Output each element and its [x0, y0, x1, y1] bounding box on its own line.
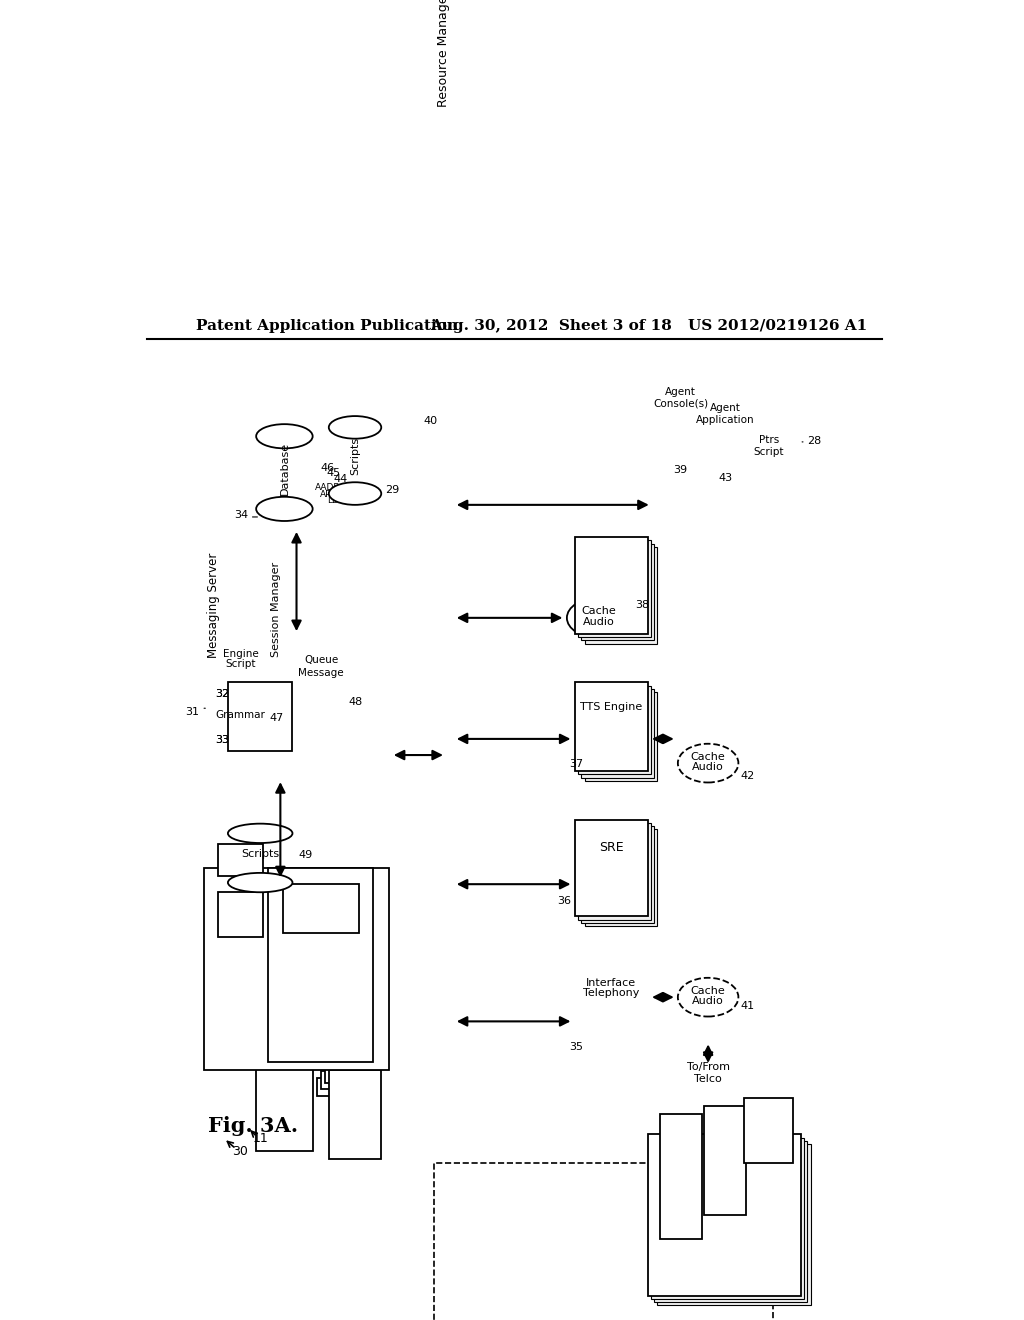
Bar	[579, 822, 651, 920]
Text: 45: 45	[327, 467, 341, 478]
Ellipse shape	[678, 743, 738, 783]
Text: 49: 49	[299, 850, 313, 859]
Text: 32: 32	[215, 689, 229, 698]
Text: Script: Script	[225, 659, 256, 669]
Text: Queue: Queue	[304, 655, 338, 665]
Text: Cache: Cache	[691, 986, 725, 995]
Ellipse shape	[678, 978, 738, 1016]
Text: Aug. 30, 2012  Sheet 3 of 18: Aug. 30, 2012 Sheet 3 of 18	[430, 318, 672, 333]
Ellipse shape	[567, 598, 632, 638]
Text: Message: Message	[298, 668, 344, 677]
Text: 46: 46	[321, 463, 335, 473]
Text: TTS Engine: TTS Engine	[581, 702, 642, 711]
Text: 37: 37	[569, 759, 584, 770]
Text: Scripts: Scripts	[241, 849, 280, 859]
Bar	[657, 1144, 811, 1305]
Ellipse shape	[329, 482, 381, 504]
Text: Patent Application Publication: Patent Application Publication	[196, 318, 458, 333]
Bar	[651, 1138, 804, 1299]
Bar	[744, 1098, 793, 1163]
Ellipse shape	[329, 416, 381, 438]
Text: 43: 43	[718, 473, 732, 483]
Bar	[582, 689, 654, 777]
Text: 40: 40	[424, 416, 437, 426]
Ellipse shape	[228, 824, 293, 843]
Bar	[654, 1140, 807, 1303]
Bar	[329, 1069, 381, 1159]
Text: Cache: Cache	[691, 751, 725, 762]
Bar	[579, 685, 651, 775]
Text: Grammar: Grammar	[215, 710, 265, 719]
Text: US 2012/0219126 A1: US 2012/0219126 A1	[688, 318, 867, 333]
Bar	[218, 843, 262, 876]
Bar	[582, 826, 654, 923]
Text: Telco: Telco	[694, 1074, 722, 1084]
Text: 44: 44	[334, 474, 348, 484]
Text: 39: 39	[674, 465, 688, 475]
Text: Audio: Audio	[692, 997, 724, 1006]
Bar	[574, 820, 647, 916]
Text: Audio: Audio	[584, 616, 615, 627]
Bar	[321, 1072, 343, 1089]
Text: 34: 34	[233, 510, 248, 520]
Text: Database: Database	[280, 442, 290, 495]
Text: 31: 31	[185, 706, 200, 717]
Text: Audio: Audio	[692, 762, 724, 772]
Text: Agent
Application: Agent Application	[695, 403, 755, 425]
Text: Fig. 3A.: Fig. 3A.	[208, 1117, 298, 1137]
Bar	[283, 884, 359, 933]
Text: 30: 30	[232, 1144, 248, 1158]
Text: Agent
Console(s): Agent Console(s)	[653, 387, 709, 409]
Text: 32: 32	[215, 689, 229, 698]
Text: AADB: AADB	[315, 483, 341, 492]
Bar	[325, 1065, 347, 1082]
Ellipse shape	[256, 424, 312, 449]
Text: 41: 41	[740, 1002, 755, 1011]
Text: Messaging Server: Messaging Server	[207, 553, 220, 659]
Bar	[579, 540, 651, 638]
Bar	[705, 1106, 746, 1216]
Text: 48: 48	[348, 697, 362, 708]
Bar	[585, 829, 657, 927]
Text: Scripts: Scripts	[350, 437, 360, 475]
Text: Engine: Engine	[222, 648, 258, 659]
Text: Ptrs: Ptrs	[759, 436, 779, 445]
Text: 11: 11	[252, 1133, 268, 1146]
Text: SRE: SRE	[599, 841, 624, 854]
Text: 29: 29	[385, 484, 399, 495]
Text: Session Manager: Session Manager	[271, 562, 282, 657]
Bar	[204, 869, 389, 1069]
Text: 38: 38	[636, 601, 649, 610]
Text: Script: Script	[754, 447, 784, 458]
Text: 33: 33	[215, 735, 229, 744]
Text: 28: 28	[807, 437, 821, 446]
Bar	[582, 544, 654, 640]
Text: 36: 36	[557, 896, 571, 907]
Ellipse shape	[228, 873, 293, 892]
Bar	[218, 892, 262, 937]
Bar	[316, 1078, 339, 1096]
Bar	[647, 1134, 801, 1296]
Bar	[574, 682, 647, 771]
Bar	[659, 1114, 701, 1239]
Text: 42: 42	[740, 771, 755, 781]
Ellipse shape	[256, 496, 312, 521]
Bar	[256, 1053, 312, 1151]
Text: Interface: Interface	[586, 978, 636, 987]
Text: LDB: LDB	[327, 496, 345, 506]
Bar	[228, 682, 293, 751]
Bar	[585, 692, 657, 781]
Bar	[574, 537, 647, 634]
Text: 33: 33	[215, 735, 229, 744]
Text: 47: 47	[269, 713, 284, 723]
Bar	[585, 546, 657, 644]
Bar	[434, 1163, 773, 1320]
Text: Resource Manager: Resource Manager	[437, 0, 450, 107]
Text: Telephony: Telephony	[583, 989, 639, 998]
Text: Cache: Cache	[582, 606, 616, 616]
Text: APDB: APDB	[319, 490, 344, 499]
Text: 35: 35	[569, 1041, 584, 1052]
Text: To/From: To/From	[687, 1061, 730, 1072]
Bar	[268, 869, 373, 1061]
